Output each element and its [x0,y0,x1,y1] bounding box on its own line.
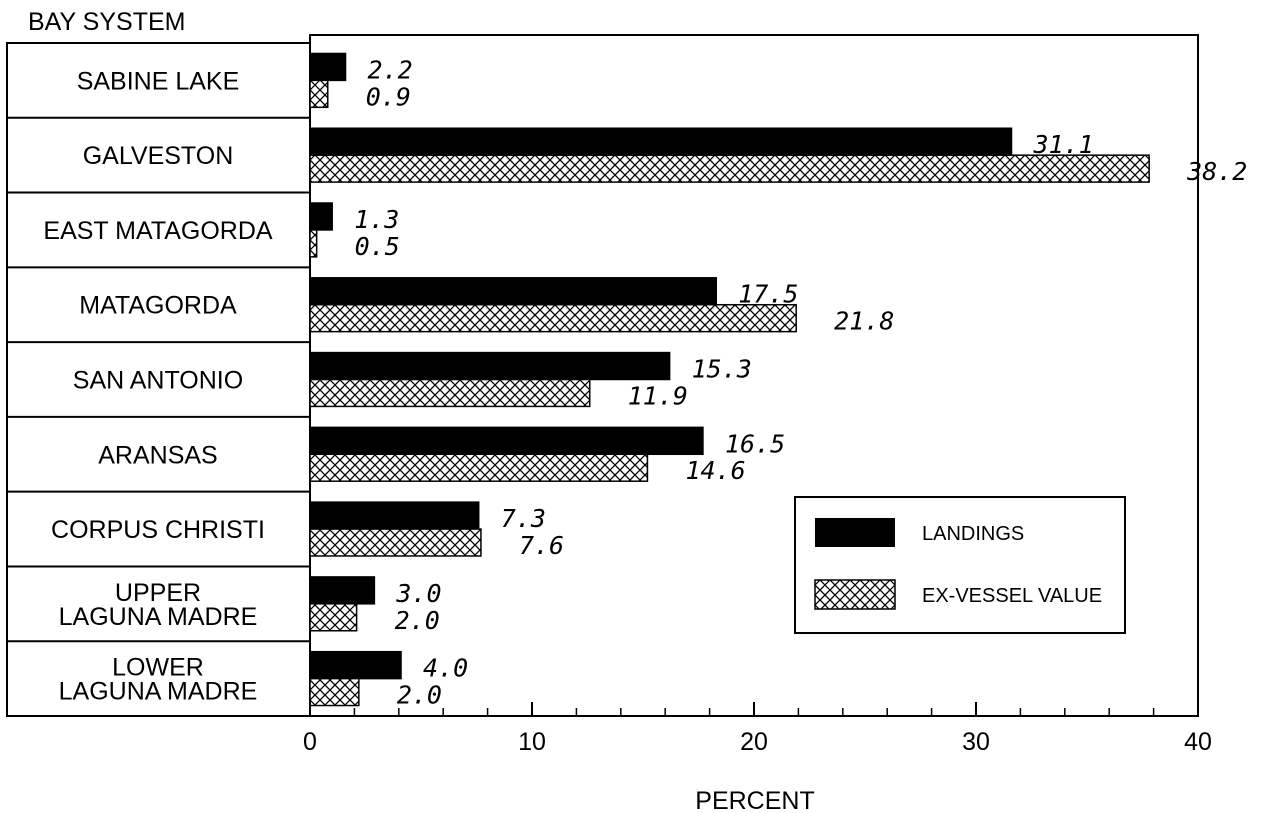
bar-ex-vessel-value [309,378,591,408]
bar-ex-vessel-value [309,677,360,707]
legend-box [794,496,1126,634]
x-axis: 0 10 20 30 40 [303,702,1212,756]
x-tick-label: 10 [518,728,546,756]
bar-landings [309,277,718,306]
data-label: 38.2 [1186,157,1247,186]
category-label: UPPER [115,579,201,607]
data-label: 2.2 [368,55,413,84]
category-label: SABINE LAKE [77,67,240,95]
category-label: MATAGORDA [79,292,237,320]
data-label: 7.3 [501,504,546,533]
category-label: LAGUNA MADRE [59,603,258,631]
x-tick-label: 40 [1184,728,1212,756]
category-labels: SABINE LAKE GALVESTON EAST MATAGORDA MATAGO… [43,67,273,705]
legend-swatch-landings [815,518,895,547]
category-label: LOWER [112,654,204,682]
data-label: 17.5 [738,280,798,309]
bar-landings [309,501,480,530]
bar-landings [309,52,347,82]
category-dividers [7,116,310,643]
data-label: 16.5 [725,429,785,458]
legend-swatch-ex-vessel-value [814,579,896,610]
category-label: LAGUNA MADRE [59,678,258,706]
data-label: 4.0 [423,654,468,683]
bar-ex-vessel-value [309,303,797,333]
bar-landings [309,576,376,605]
bar-ex-vessel-value [309,453,649,482]
bar-ex-vessel-value [309,154,1150,183]
legend-label-ex-vessel-value: EX-VESSEL VALUE [922,585,1102,607]
data-label: 1.3 [354,205,399,234]
legend-label-landings: LANDINGS [922,523,1024,545]
bar-landings [309,426,704,456]
bar-ex-vessel-value [309,603,358,632]
bar-landings [309,127,1013,156]
data-label: 2.0 [395,606,440,635]
category-label: EAST MATAGORDA [43,217,273,245]
data-labels: 2.2 31.1 1.3 17.5 15.3 16.5 7.3 3.0 4.0 0.9 38.2 0.… [354,55,1247,709]
data-label: 0.9 [366,82,411,111]
data-label: 2.0 [397,681,442,710]
data-label: 15.3 [692,355,752,384]
data-label: 3.0 [395,579,441,608]
bar-ex-vessel-value [309,528,482,557]
bar-landings [309,202,333,231]
x-tick-label: 20 [740,728,768,756]
bar-ex-vessel-value [309,229,318,258]
category-label: SAN ANTONIO [73,367,243,395]
bar-ex-vessel-value [309,79,329,109]
data-label: 14.6 [685,456,745,485]
data-label: 7.6 [519,531,564,560]
data-label: 11.9 [628,381,688,410]
x-tick-label: 0 [303,728,317,756]
data-label: 0.5 [355,232,400,261]
x-tick-label: 30 [962,728,990,756]
bar-landings [309,650,402,680]
x-axis-label: PERCENT [695,787,814,813]
data-label: 21.8 [834,307,894,336]
legend: LANDINGS EX-VESSEL VALUE [794,496,1126,634]
chart-title: BAY SYSTEM [28,8,185,36]
category-label: CORPUS CHRISTI [51,516,265,544]
bar-landings [309,351,671,381]
bars [309,52,1150,707]
data-label: 31.1 [1033,130,1094,159]
category-label: ARANSAS [98,441,217,469]
category-label: GALVESTON [83,142,234,170]
